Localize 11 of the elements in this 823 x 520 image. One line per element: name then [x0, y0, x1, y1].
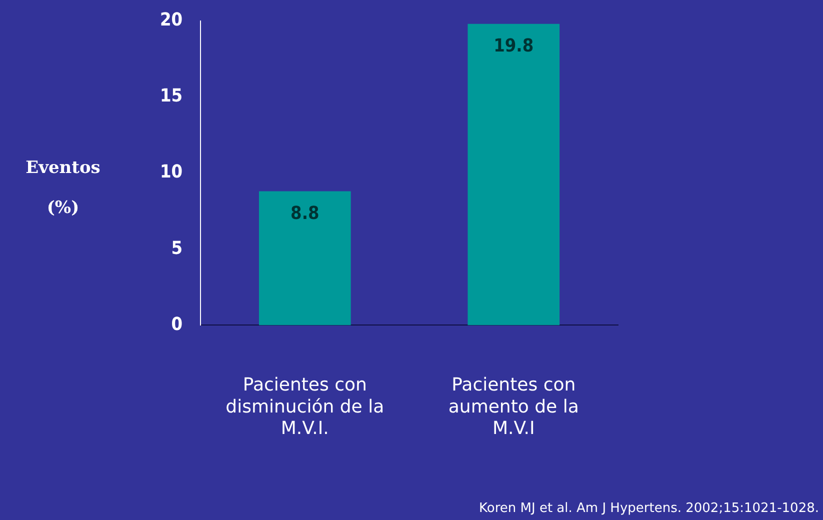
y-tick-label: 10 — [160, 162, 183, 183]
data-label: 19.8 — [494, 36, 534, 57]
text: Koren MJ et al. Am J Hypertens. 2002;15:1021-1028. — [479, 501, 819, 516]
y-axis-title: Eventos (%) — [26, 158, 100, 218]
y-tick-label: 5 — [171, 238, 183, 259]
y-tick-label: 0 — [171, 314, 183, 335]
y-tick-label: 15 — [160, 86, 183, 107]
y-tick-label: 20 — [160, 9, 183, 30]
data-label: 8.8 — [290, 202, 320, 224]
x-tick-label: Pacientes con disminución de la M.V.I. — [226, 374, 384, 439]
x-tick-label: Pacientes con aumento de la M.V.I — [448, 374, 579, 439]
